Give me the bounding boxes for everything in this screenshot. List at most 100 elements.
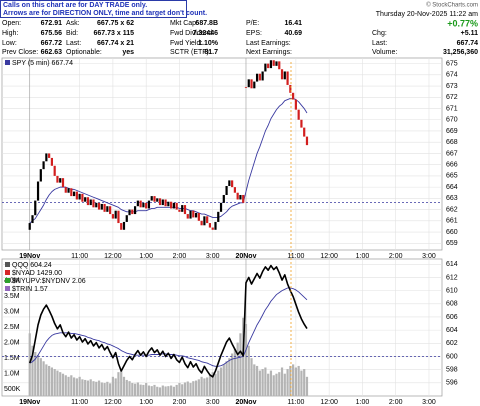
field-label: Last Earnings: bbox=[246, 40, 291, 47]
candle bbox=[303, 127, 306, 137]
candle bbox=[67, 188, 70, 193]
candle bbox=[70, 188, 73, 197]
candle bbox=[114, 210, 117, 219]
candle bbox=[192, 210, 195, 218]
volume-bar bbox=[283, 373, 286, 396]
y-tick-label: 665 bbox=[446, 173, 458, 180]
volume-bar bbox=[36, 355, 40, 396]
volume-bar bbox=[175, 384, 178, 396]
volume-bar bbox=[45, 364, 48, 396]
datetime: Thursday 20-Nov-2025 11:22 am bbox=[376, 11, 478, 18]
volume-bar bbox=[81, 379, 84, 396]
field-value: 40.69 bbox=[284, 30, 302, 37]
x-tick-label: 2:00 bbox=[389, 399, 403, 406]
volume-bar bbox=[267, 373, 270, 396]
volume-bar bbox=[261, 369, 264, 396]
candle bbox=[269, 60, 273, 69]
candle bbox=[156, 198, 159, 202]
volume-bar bbox=[139, 384, 142, 396]
candle bbox=[236, 192, 239, 200]
candle bbox=[100, 203, 103, 210]
candle bbox=[178, 209, 181, 212]
volume-bar bbox=[244, 323, 248, 396]
volume-bar bbox=[228, 358, 231, 396]
legend-label: $NYAD 1429.00 bbox=[12, 270, 62, 277]
volume-bar bbox=[269, 370, 273, 396]
volume-tick-label: 2.0M bbox=[4, 339, 20, 346]
volume-bar bbox=[64, 375, 67, 396]
volume-bar bbox=[84, 379, 87, 396]
field-label: Ask: bbox=[66, 20, 80, 27]
volume-bar bbox=[59, 372, 62, 396]
volume-bar bbox=[92, 381, 95, 396]
candle bbox=[289, 84, 292, 93]
x-tick-label: 19Nov bbox=[19, 253, 40, 260]
y-tick-label: 598 bbox=[446, 366, 458, 373]
candle bbox=[145, 202, 148, 209]
volume-bar bbox=[178, 383, 181, 396]
candle bbox=[61, 178, 65, 188]
candle bbox=[217, 211, 220, 222]
candle bbox=[39, 169, 42, 182]
volume-bar bbox=[219, 367, 223, 396]
volume-bar bbox=[222, 364, 225, 396]
volume-bar bbox=[258, 370, 261, 396]
volume-bar bbox=[111, 376, 115, 396]
volume-bar bbox=[164, 386, 167, 396]
y-tick-label: 659 bbox=[446, 240, 458, 247]
volume-bar bbox=[286, 369, 289, 396]
legend-swatch bbox=[5, 262, 10, 267]
candle bbox=[206, 216, 209, 224]
x-tick-label: 1:00 bbox=[356, 399, 370, 406]
y-tick-label: 674 bbox=[446, 72, 458, 79]
candle bbox=[214, 221, 217, 230]
field-value: 672.91 bbox=[41, 20, 63, 27]
y-tick-label: 673 bbox=[446, 83, 458, 90]
note-box bbox=[0, 0, 187, 18]
x-tick-label: 19Nov bbox=[19, 399, 40, 406]
x-tick-label: 12:00 bbox=[104, 399, 122, 406]
candle bbox=[170, 201, 173, 209]
volume-bar bbox=[28, 333, 31, 396]
legend-swatch bbox=[5, 278, 10, 283]
x-tick-label: 1:00 bbox=[356, 253, 370, 260]
candle bbox=[106, 206, 109, 212]
y-tick-label: 608 bbox=[446, 301, 458, 308]
volume-bar bbox=[170, 385, 173, 396]
field-label: Fwd Dividend: bbox=[170, 30, 214, 37]
y-tick-label: 604 bbox=[446, 327, 458, 334]
field-label: SCTR (ETF): bbox=[170, 49, 211, 56]
field-value: 687.8B bbox=[195, 20, 218, 27]
volume-tick-label: 500K bbox=[4, 386, 21, 393]
volume-bar bbox=[197, 379, 200, 396]
volume-bar bbox=[131, 383, 134, 396]
field-value: 662.63 bbox=[41, 49, 63, 56]
candle bbox=[45, 153, 48, 162]
field-label: EPS: bbox=[246, 30, 262, 37]
volume-bar bbox=[86, 380, 90, 396]
candle bbox=[75, 191, 78, 200]
volume-bar bbox=[233, 348, 236, 396]
candle bbox=[64, 187, 67, 193]
x-tick-label: 3:00 bbox=[422, 399, 436, 406]
candle bbox=[172, 202, 175, 209]
volume-bar bbox=[56, 370, 59, 396]
volume-tick-label: 3.5M bbox=[4, 293, 20, 300]
volume-bar bbox=[114, 378, 117, 396]
volume-bar bbox=[78, 376, 81, 396]
candle bbox=[97, 202, 101, 210]
volume-bar bbox=[125, 379, 128, 396]
volume-bar bbox=[172, 386, 175, 396]
field-value: 81.7 bbox=[204, 49, 218, 56]
volume-tick-label: 1.0M bbox=[4, 371, 20, 378]
y-tick-label: 667 bbox=[446, 150, 458, 157]
volume-bar bbox=[264, 367, 267, 396]
candle bbox=[233, 187, 236, 193]
volume-bar bbox=[133, 383, 137, 396]
candle bbox=[86, 197, 90, 206]
field-value: +5.11 bbox=[461, 30, 478, 37]
volume-bar bbox=[95, 381, 98, 396]
moving-average bbox=[29, 97, 308, 224]
x-tick-label: 3:00 bbox=[206, 253, 220, 260]
